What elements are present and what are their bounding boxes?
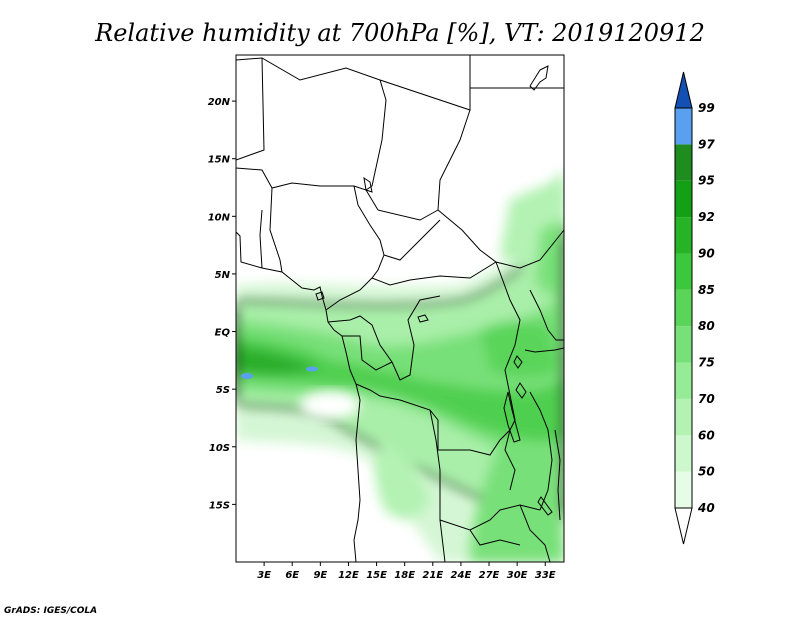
colorbar-label: 60 [698, 428, 715, 442]
colorbar-label: 70 [698, 392, 715, 406]
lon-tick-label: 33E [535, 570, 556, 581]
colorbar-segment [675, 362, 692, 399]
colorbar-segment [675, 471, 692, 508]
map-title: Relative humidity at 700hPa [%], VT: 201… [94, 19, 705, 47]
lon-tick-label: 3E [257, 570, 271, 581]
lon-tick-label: 21E [422, 570, 443, 581]
lat-tick-label: 5S [216, 385, 230, 396]
colorbar-low-arrow [674, 507, 693, 545]
colorbar-high-arrow [674, 71, 693, 109]
lon-tick-label: 15E [366, 570, 387, 581]
lat-tick-label: 20N [208, 97, 231, 108]
credit-label: GrADS: IGES/COLA [4, 606, 97, 616]
lon-tick-label: 6E [285, 570, 299, 581]
lat-tick-label: 10S [209, 443, 230, 454]
colorbar-label: 75 [698, 356, 715, 370]
colorbar-label: 90 [698, 246, 715, 260]
map-frame [235, 54, 565, 563]
longitude-axis: 3E 6E 9E 12E 15E 18E 21E 24E 27E 30E 33E [257, 562, 556, 581]
lon-tick-label: 18E [394, 570, 415, 581]
lat-tick-label: 10N [208, 212, 231, 223]
humidity-shading [236, 55, 564, 562]
colorbar-label: 85 [698, 283, 715, 297]
lat-tick-label: 5N [215, 270, 231, 281]
colorbar-segment [675, 326, 692, 363]
lon-tick-label: 9E [313, 570, 327, 581]
colorbar-label: 40 [697, 501, 715, 515]
colorbar-segment [675, 144, 692, 181]
colorbar-label: 99 [698, 101, 715, 115]
colorbar-label: 95 [698, 174, 715, 188]
colorbar-segment [675, 180, 692, 218]
lat-tick-label: EQ [215, 328, 231, 339]
lat-tick-label: 15S [209, 500, 230, 511]
country-borders [236, 55, 564, 562]
colorbar-label: 97 [698, 137, 715, 151]
lat-tick-label: 15N [208, 155, 231, 166]
lon-tick-label: 27E [479, 570, 500, 581]
colorbar-segment [675, 217, 692, 254]
colorbar-label: 92 [698, 210, 715, 224]
lon-tick-label: 30E [507, 570, 528, 581]
lon-tick-label: 24E [451, 570, 472, 581]
colorbar-segment [675, 108, 692, 145]
colorbar-segment [675, 398, 692, 436]
colorbar-segment [675, 253, 692, 290]
colorbar-segment [675, 289, 692, 327]
lon-tick-label: 12E [338, 570, 359, 581]
latitude-axis: 20N 15N 10N 5N EQ 5S 10S 15S [208, 97, 236, 511]
colorbar-segment [675, 435, 692, 472]
colorbar-label: 80 [698, 319, 715, 333]
colorbar-label: 50 [698, 465, 715, 479]
colorbar: 40 50 60 70 75 80 85 90 92 95 97 99 [674, 71, 715, 545]
